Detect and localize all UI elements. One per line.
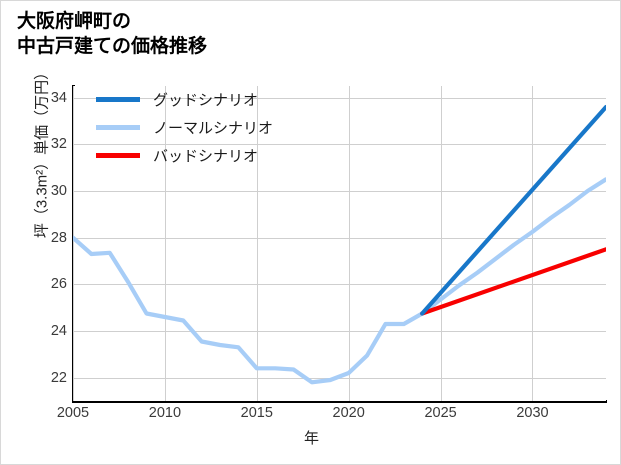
x-tick-label: 2030 [516,405,549,421]
x-tick-label: 2020 [332,405,365,421]
gridline-horizontal [73,284,606,286]
legend-color-swatch [96,97,140,102]
x-axis-label: 年 [303,430,319,447]
gridline-horizontal [73,237,606,239]
legend-label: グッドシナリオ [153,92,259,109]
gridline-horizontal [73,191,606,192]
chart-lines [73,104,606,385]
x-axis-ticks: 2005 2010 2015 2020 2025 2030 [57,405,606,425]
y-tick-label: 26 [50,276,67,293]
y-tick-label: 24 [50,323,67,339]
legend-item[interactable]: グッドシナリオ [96,91,273,109]
y-tick-label: 30 [50,183,67,199]
x-tick-label: 2015 [240,405,273,421]
chart-title: 大阪府岬町の 中古戸建ての価格推移 [17,11,208,58]
gridline-vertical [532,86,534,401]
chart-legend: グッドシナリオ ノーマルシナリオ バッドシナリオ [96,91,274,165]
series-line [420,104,606,316]
legend-item[interactable]: バッドシナリオ [96,147,273,165]
gridline-vertical [73,86,74,401]
x-tick-label: 2025 [424,405,457,421]
plot-area [73,86,606,401]
y-tick-label: 22 [50,369,67,386]
gridline-horizontal [73,97,606,99]
gridline-horizontal [73,331,606,332]
y-axis-ticks: 22 24 26 28 30 32 34 [37,86,67,401]
gridline-vertical [164,86,166,401]
gridline-vertical [348,86,350,401]
series-line [73,177,606,385]
x-axis-line [72,400,607,403]
legend-color-swatch [96,153,140,158]
y-tick-label: 28 [50,229,67,246]
legend-label: ノーマルシナリオ [153,120,274,137]
series-line [420,247,606,316]
y-axis-label: 坪（3.3m²）単価（万円） [33,64,51,239]
gridline-horizontal [73,144,606,146]
legend-label: バッドシナリオ [153,148,259,165]
gridline-vertical [440,86,442,401]
gridline-vertical [256,86,258,401]
y-tick-label: 34 [50,89,67,106]
y-tick-label: 32 [50,136,67,153]
legend-item[interactable]: ノーマルシナリオ [96,119,274,137]
legend-color-swatch [96,125,140,130]
x-tick-label: 2005 [56,405,90,421]
x-tick-label: 2010 [148,405,182,421]
